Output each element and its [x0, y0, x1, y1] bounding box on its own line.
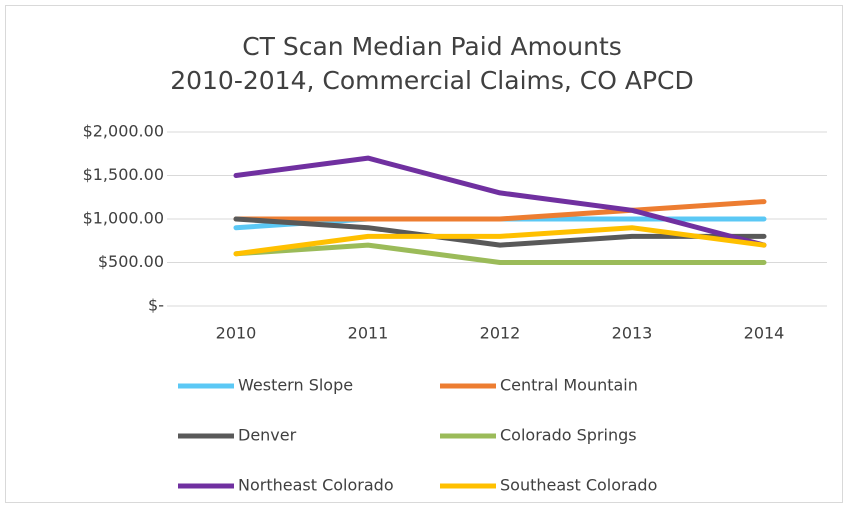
- legend-label: Northeast Colorado: [238, 476, 394, 495]
- legend-label: Denver: [238, 426, 297, 445]
- x-tick-label: 2014: [744, 324, 785, 343]
- y-tick-label: $1,000.00: [83, 209, 164, 228]
- series-line: [233, 216, 767, 248]
- chart-subtitle: 2010-2014, Commercial Claims, CO APCD: [170, 66, 694, 95]
- legend-label: Colorado Springs: [500, 426, 637, 445]
- y-tick-label: $-: [148, 296, 164, 315]
- y-tick-label: $1,500.00: [83, 165, 164, 184]
- y-tick-label: $2,000.00: [83, 122, 164, 141]
- chart-title: CT Scan Median Paid Amounts: [242, 32, 622, 61]
- x-tick-label: 2011: [348, 324, 389, 343]
- x-tick-label: 2012: [480, 324, 521, 343]
- legend-label: Western Slope: [238, 376, 353, 395]
- legend-label: Southeast Colorado: [500, 476, 657, 495]
- legend-label: Central Mountain: [500, 376, 638, 395]
- x-tick-label: 2013: [612, 324, 653, 343]
- x-tick-label: 2010: [216, 324, 257, 343]
- y-tick-label: $500.00: [98, 252, 164, 271]
- series-line: [233, 155, 767, 248]
- series-line: [233, 242, 767, 265]
- series-line: [233, 199, 767, 222]
- series-line: [233, 225, 767, 257]
